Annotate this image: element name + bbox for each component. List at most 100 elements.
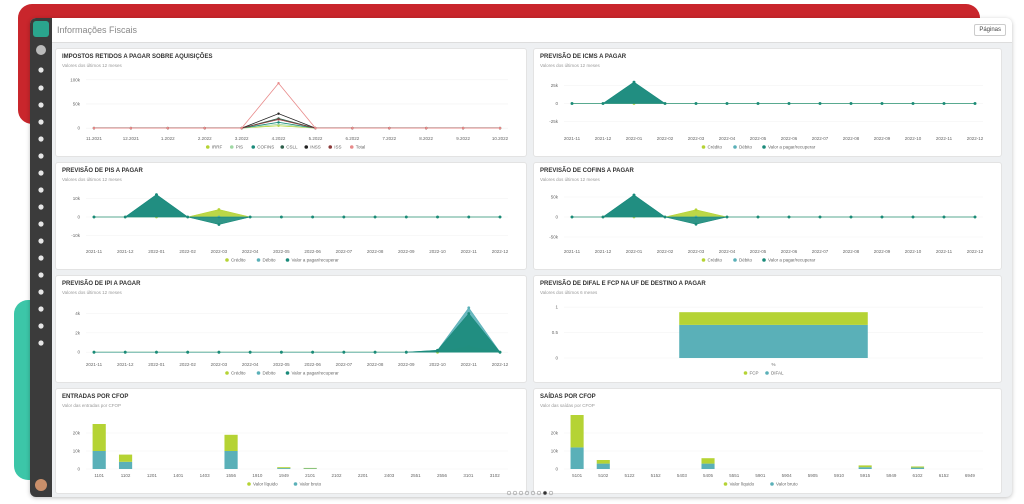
logo[interactable] xyxy=(33,21,49,37)
pages-button[interactable]: Páginas xyxy=(974,24,1006,36)
panel: SAÍDAS POR CFOP Valor das saídas por CFOP… xyxy=(533,388,1002,494)
chart: 0 2k 4k 2021-11 2021-12 2022-01 2022-02 2022-03… xyxy=(75,306,509,376)
point xyxy=(186,215,190,219)
point xyxy=(973,215,977,219)
point xyxy=(186,350,190,354)
point xyxy=(818,102,822,105)
x-tick-label: 2022-04 xyxy=(719,249,736,254)
x-tick-label: 2022-03 xyxy=(688,136,705,141)
y-tick-label: 10k xyxy=(73,449,81,454)
page-dot[interactable] xyxy=(524,490,530,496)
legend-swatch xyxy=(293,482,298,486)
bar xyxy=(92,451,106,469)
legend-swatch xyxy=(256,371,261,375)
user-avatar[interactable] xyxy=(35,479,47,491)
x-tick-label: 2022-06 xyxy=(304,249,321,254)
menu-icon[interactable] xyxy=(38,221,44,227)
menu-icon[interactable] xyxy=(38,306,44,312)
point xyxy=(632,193,636,197)
bar xyxy=(858,467,872,469)
point xyxy=(663,102,667,105)
page-dot[interactable] xyxy=(530,490,536,496)
point xyxy=(248,215,252,219)
point xyxy=(880,215,884,219)
legend-swatch xyxy=(229,145,234,149)
page-dot[interactable] xyxy=(518,490,524,496)
bar xyxy=(570,447,584,469)
point xyxy=(277,112,280,115)
x-tick-label: 5904 xyxy=(782,473,793,478)
point xyxy=(973,102,977,105)
bar xyxy=(224,451,238,469)
point xyxy=(911,215,915,219)
legend-label: Débito xyxy=(263,371,277,376)
chart: 0 10k 20k 5101 5102 5122 5152 5403 5405 5551 5901 5… xyxy=(551,415,983,487)
area xyxy=(572,194,975,225)
menu-icon[interactable] xyxy=(38,289,44,295)
panel-subtitle: Valores dos últimos 12 meses xyxy=(62,63,122,68)
menu-icon[interactable] xyxy=(38,67,44,73)
x-tick-label: 2022-01 xyxy=(626,249,643,254)
panel-subtitle: Valores dos últimos 12 meses xyxy=(540,63,600,68)
point xyxy=(279,215,283,219)
y-tick-label: 2k xyxy=(75,330,81,335)
x-tick-label: 5102 xyxy=(598,473,609,478)
menu-icon[interactable] xyxy=(38,102,44,108)
menu-icon[interactable] xyxy=(38,255,44,261)
panel: PREVISÃO DE DIFAL E FCP NA UF DE DESTINO… xyxy=(533,275,1002,383)
menu-icon[interactable] xyxy=(38,340,44,346)
y-tick-label: 50k xyxy=(73,101,81,106)
menu-icon[interactable] xyxy=(38,187,44,193)
page-dot[interactable] xyxy=(536,490,542,496)
bar xyxy=(910,466,925,468)
legend-label: IRRF xyxy=(212,145,223,150)
x-tick-label: 5.2022 xyxy=(309,136,323,141)
menu-icon[interactable] xyxy=(38,238,44,244)
y-tick-label: 50k xyxy=(551,195,559,200)
x-tick-label: 2022-01 xyxy=(626,136,643,141)
bar xyxy=(303,467,317,469)
legend-label: Valor líquido xyxy=(253,482,278,487)
page-dot[interactable] xyxy=(548,490,554,496)
point xyxy=(248,350,252,354)
x-tick-label: 6102 xyxy=(913,473,924,478)
menu-icon[interactable] xyxy=(38,136,44,142)
point xyxy=(240,126,243,130)
x-tick-label: 2022-11 xyxy=(936,136,953,141)
point xyxy=(787,102,791,105)
menu-icon[interactable] xyxy=(38,170,44,176)
panel-title: PREVISÃO DE ICMS A PAGAR xyxy=(540,54,627,60)
panel-subtitle: Valores dos últimos 12 meses xyxy=(62,290,122,295)
page-dot[interactable] xyxy=(512,490,518,496)
x-tick-label: 2022-12 xyxy=(967,136,984,141)
y-tick-label: -25k xyxy=(549,119,559,124)
legend-swatch xyxy=(285,371,290,375)
x-tick-label: 2022-06 xyxy=(304,362,321,367)
menu-icon[interactable] xyxy=(38,323,44,329)
x-tick-label: 10.2022 xyxy=(492,136,509,141)
x-tick-label: 2022-05 xyxy=(273,249,290,254)
legend-swatch xyxy=(701,145,706,149)
page-dot[interactable] xyxy=(506,490,512,496)
sidebar xyxy=(30,18,52,497)
avatar[interactable] xyxy=(36,45,46,55)
x-tick-label: 2022-01 xyxy=(148,362,165,367)
line xyxy=(94,82,500,129)
y-tick-label: 10k xyxy=(73,196,81,201)
x-tick-label: 5901 xyxy=(755,473,766,478)
x-tick-label: 11.2021 xyxy=(86,136,102,141)
point xyxy=(694,102,698,105)
menu-icon[interactable] xyxy=(38,85,44,91)
y-tick-label: 0 xyxy=(77,467,80,472)
x-tick-label: 1556 xyxy=(226,473,237,478)
legend-label: Valor a pagar/recuperar xyxy=(292,371,340,376)
menu-icon[interactable] xyxy=(38,272,44,278)
page-dot[interactable] xyxy=(542,490,548,496)
panel-title: ENTRADAS POR CFOP xyxy=(62,394,129,400)
x-tick-label: 5403 xyxy=(677,473,688,478)
point xyxy=(467,215,471,219)
menu-icon[interactable] xyxy=(38,153,44,159)
menu-icon[interactable] xyxy=(38,204,44,210)
point xyxy=(467,306,471,310)
menu-icon[interactable] xyxy=(38,119,44,125)
